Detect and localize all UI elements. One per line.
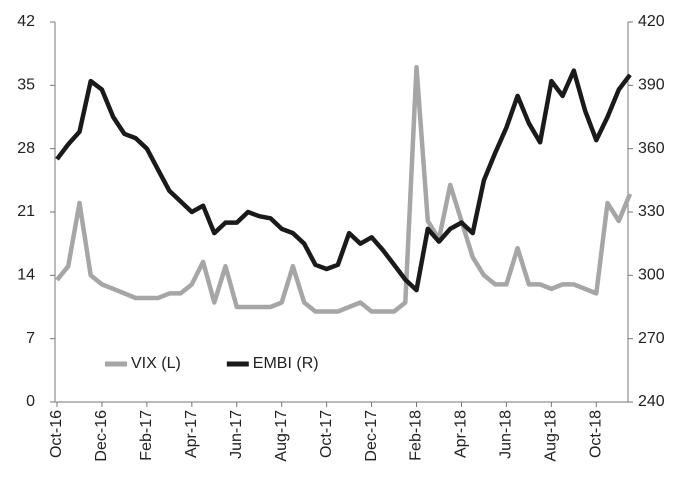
x-tick-label: Oct-17 bbox=[318, 410, 335, 458]
y2-tick-label: 240 bbox=[638, 393, 665, 410]
y2-tick-label: 300 bbox=[638, 267, 665, 284]
y2-tick-label: 330 bbox=[638, 203, 665, 220]
y2-tick-label: 390 bbox=[638, 77, 665, 94]
y-tick-label: 28 bbox=[17, 140, 35, 157]
y-tick-label: 7 bbox=[26, 330, 35, 347]
y2-tick-label: 360 bbox=[638, 140, 665, 157]
x-tick-label: Aug-18 bbox=[543, 410, 560, 462]
x-tick-label: Apr-18 bbox=[453, 410, 470, 458]
legend-label: VIX (L) bbox=[131, 355, 181, 372]
y-tick-label: 14 bbox=[17, 267, 35, 284]
series-line bbox=[55, 64, 633, 314]
x-tick-label: Feb-18 bbox=[408, 410, 425, 461]
y2-tick-label: 420 bbox=[638, 13, 665, 30]
x-tick-label: Oct-18 bbox=[588, 410, 605, 458]
y-tick-label: 35 bbox=[17, 77, 35, 94]
y-tick-label: 0 bbox=[26, 393, 35, 410]
x-tick-label: Jun-18 bbox=[498, 410, 515, 459]
y-tick-label: 42 bbox=[17, 13, 35, 30]
y-tick-label: 21 bbox=[17, 203, 35, 220]
x-tick-label: Aug-17 bbox=[273, 410, 290, 462]
x-tick-label: Dec-16 bbox=[93, 410, 110, 462]
y2-tick-label: 270 bbox=[638, 330, 665, 347]
series-line bbox=[55, 68, 632, 293]
x-tick-label: Oct-16 bbox=[48, 410, 65, 458]
legend-label: EMBI (R) bbox=[253, 355, 319, 372]
x-tick-label: Feb-17 bbox=[138, 410, 155, 461]
x-tick-label: Dec-17 bbox=[363, 410, 380, 462]
x-tick-label: Apr-17 bbox=[183, 410, 200, 458]
x-tick-label: Jun-17 bbox=[228, 410, 245, 459]
